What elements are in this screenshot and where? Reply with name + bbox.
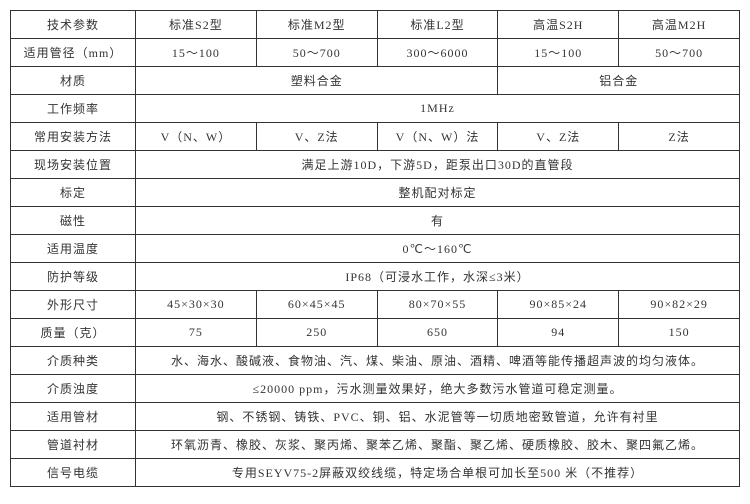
cell: 1MHz bbox=[136, 95, 740, 123]
cell: 90×85×24 bbox=[498, 291, 619, 319]
row-material-label: 材质 bbox=[11, 67, 136, 95]
cell: 94 bbox=[498, 319, 619, 347]
header-s2: 标准S2型 bbox=[136, 11, 257, 39]
cell: 环氧沥青、橡胶、灰浆、聚丙烯、聚苯乙烯、聚酯、聚乙烯、硬质橡胶、胶木、聚四氟乙烯… bbox=[136, 431, 740, 459]
cell: 铝合金 bbox=[498, 67, 740, 95]
row-cable-label: 信号电缆 bbox=[11, 459, 136, 487]
row-medium-label: 介质种类 bbox=[11, 347, 136, 375]
cell: 钢、不锈钢、铸铁、PVC、铜、铝、水泥管等一切质地密致管道，允许有衬里 bbox=[136, 403, 740, 431]
cell: V、Z法 bbox=[498, 123, 619, 151]
cell: 50～700 bbox=[256, 39, 377, 67]
cell: ≤20000 ppm，污水测量效果好，绝大多数污水管道可稳定测量。 bbox=[136, 375, 740, 403]
header-l2: 标准L2型 bbox=[377, 11, 498, 39]
row-size-label: 外形尺寸 bbox=[11, 291, 136, 319]
cell: IP68（可浸水工作，水深≤3米） bbox=[136, 263, 740, 291]
cell: 水、海水、酸碱液、食物油、汽、煤、柴油、原油、酒精、啤酒等能传播超声波的均匀液体… bbox=[136, 347, 740, 375]
cell: V（N、W）法 bbox=[377, 123, 498, 151]
cell: 150 bbox=[619, 319, 740, 347]
cell: 满足上游10D，下游5D，距泵出口30D的直管段 bbox=[136, 151, 740, 179]
row-install-label: 常用安装方法 bbox=[11, 123, 136, 151]
row-mass-label: 质量（克） bbox=[11, 319, 136, 347]
row-site-label: 现场安装位置 bbox=[11, 151, 136, 179]
row-mag-label: 磁性 bbox=[11, 207, 136, 235]
cell: V（N、W） bbox=[136, 123, 257, 151]
spec-table: 技术参数 标准S2型 标准M2型 标准L2型 高温S2H 高温M2H 适用管径（… bbox=[10, 10, 740, 487]
row-ip-label: 防护等级 bbox=[11, 263, 136, 291]
cell: 50～700 bbox=[619, 39, 740, 67]
header-s2h: 高温S2H bbox=[498, 11, 619, 39]
row-pipe-dia-label: 适用管径（mm） bbox=[11, 39, 136, 67]
header-m2: 标准M2型 bbox=[256, 11, 377, 39]
cell: 300～6000 bbox=[377, 39, 498, 67]
cell: 15～100 bbox=[136, 39, 257, 67]
cell: 80×70×55 bbox=[377, 291, 498, 319]
cell: 0℃～160℃ bbox=[136, 235, 740, 263]
cell: 650 bbox=[377, 319, 498, 347]
cell: 60×45×45 bbox=[256, 291, 377, 319]
cell: 45×30×30 bbox=[136, 291, 257, 319]
cell: 塑料合金 bbox=[136, 67, 498, 95]
row-turb-label: 介质浊度 bbox=[11, 375, 136, 403]
cell: V、Z法 bbox=[256, 123, 377, 151]
header-m2h: 高温M2H bbox=[619, 11, 740, 39]
row-temp-label: 适用温度 bbox=[11, 235, 136, 263]
cell: 有 bbox=[136, 207, 740, 235]
cell: 整机配对标定 bbox=[136, 179, 740, 207]
cell: 15～100 bbox=[498, 39, 619, 67]
row-calib-label: 标定 bbox=[11, 179, 136, 207]
row-pipe-mat-label: 适用管材 bbox=[11, 403, 136, 431]
cell: Z法 bbox=[619, 123, 740, 151]
header-param: 技术参数 bbox=[11, 11, 136, 39]
row-lining-label: 管道衬材 bbox=[11, 431, 136, 459]
cell: 专用SEYV75-2屏蔽双绞线缆，特定场合单根可加长至500 米（不推荐） bbox=[136, 459, 740, 487]
row-freq-label: 工作频率 bbox=[11, 95, 136, 123]
cell: 90×82×29 bbox=[619, 291, 740, 319]
cell: 250 bbox=[256, 319, 377, 347]
cell: 75 bbox=[136, 319, 257, 347]
